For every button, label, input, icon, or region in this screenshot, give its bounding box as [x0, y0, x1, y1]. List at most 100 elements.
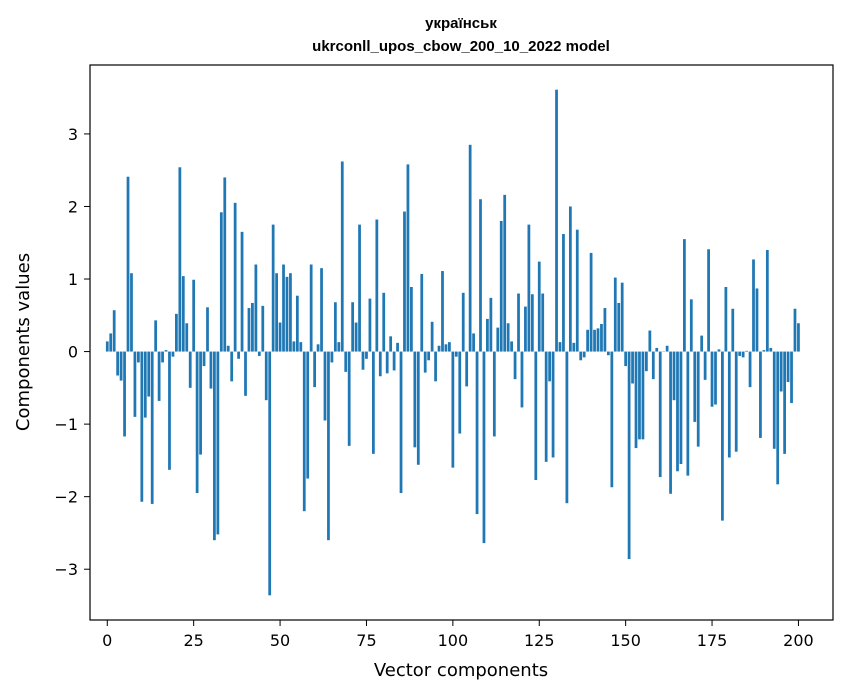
bar-166 — [679, 351, 683, 465]
bar-184 — [741, 351, 745, 358]
bar-199 — [793, 308, 797, 352]
bar-43 — [254, 264, 258, 352]
bar-135 — [572, 342, 576, 352]
bar-31 — [213, 351, 216, 541]
x-tick-label-125: 125 — [524, 631, 555, 650]
bar-62 — [320, 268, 323, 352]
bar-143 — [600, 324, 603, 352]
bar-137 — [579, 351, 583, 361]
bar-170 — [693, 351, 697, 422]
bar-94 — [430, 321, 434, 352]
bar-116 — [506, 323, 510, 352]
bar-4 — [119, 351, 123, 381]
bar-158 — [651, 351, 655, 380]
bar-2 — [112, 310, 116, 352]
y-tick-label--3: −3 — [54, 560, 78, 579]
bar-84 — [396, 342, 399, 352]
bar-131 — [558, 342, 562, 352]
y-tick-label-3: 3 — [68, 125, 78, 144]
bar-5 — [123, 351, 126, 437]
bar-61 — [316, 344, 320, 352]
x-axis-label: Vector components — [374, 660, 548, 681]
bar-148 — [617, 302, 621, 352]
bar-134 — [568, 206, 572, 352]
bar-45 — [261, 305, 265, 352]
bar-163 — [669, 351, 672, 494]
bar-188 — [755, 288, 759, 352]
bar-197 — [786, 351, 790, 383]
bar-128 — [548, 351, 551, 382]
bar-78 — [375, 219, 379, 352]
bar-121 — [524, 306, 527, 352]
bar-124 — [534, 351, 538, 480]
bar-162 — [665, 345, 669, 352]
bar-6 — [126, 176, 130, 352]
bar-99 — [448, 342, 451, 352]
bar-18 — [168, 351, 171, 470]
bar-79 — [378, 351, 382, 377]
bar-86 — [403, 211, 406, 352]
bar-153 — [634, 351, 638, 449]
bar-1 — [109, 333, 113, 352]
bar-3 — [116, 351, 120, 376]
bar-111 — [489, 297, 493, 352]
bar-44 — [257, 351, 261, 356]
bar-200 — [797, 323, 800, 352]
bar-146 — [610, 351, 614, 488]
bar-123 — [530, 294, 534, 352]
bar-125 — [537, 261, 541, 352]
bar-21 — [178, 167, 182, 352]
bar-130 — [555, 89, 558, 352]
bar-177 — [717, 349, 721, 352]
bar-88 — [410, 287, 413, 352]
bar-190 — [762, 350, 766, 352]
bar-167 — [683, 239, 686, 352]
bar-139 — [586, 329, 590, 352]
bar-185 — [745, 350, 748, 352]
bar-36 — [230, 351, 234, 382]
y-tick-label--1: −1 — [54, 415, 78, 434]
chart-title-line1: українськ — [425, 15, 497, 32]
bar-106 — [472, 333, 475, 352]
x-tick-label-150: 150 — [610, 631, 641, 650]
bar-14 — [154, 320, 158, 352]
plot-frame — [89, 64, 834, 621]
x-tick-label-75: 75 — [356, 631, 376, 650]
bar-151 — [627, 351, 631, 560]
bar-168 — [686, 351, 690, 476]
bar-67 — [337, 342, 341, 352]
bar-37 — [233, 202, 237, 352]
bar-77 — [371, 351, 375, 454]
bar-173 — [703, 351, 707, 380]
bar-174 — [707, 249, 710, 352]
bar-12 — [147, 351, 151, 397]
bar-74 — [361, 351, 365, 370]
bar-102 — [458, 351, 462, 434]
bar-92 — [423, 351, 427, 373]
bar-96 — [437, 345, 441, 352]
bar-189 — [759, 351, 762, 438]
bar-191 — [765, 250, 769, 352]
bar-75 — [365, 351, 368, 359]
bar-65 — [330, 351, 334, 363]
bar-97 — [441, 271, 444, 352]
bar-149 — [620, 282, 624, 352]
bar-16 — [161, 351, 164, 363]
bar-20 — [175, 313, 178, 352]
chart-title-line2: ukrconll_upos_cbow_200_10_2022 model — [312, 38, 610, 55]
bar-144 — [603, 308, 607, 352]
bar-30 — [209, 351, 213, 389]
bar-145 — [606, 351, 610, 356]
bar-186 — [748, 351, 752, 388]
bar-122 — [527, 224, 531, 352]
bar-0 — [105, 341, 109, 352]
bar-29 — [206, 307, 209, 352]
x-tick-label-50: 50 — [270, 631, 290, 650]
bar-35 — [226, 345, 230, 352]
bar-52 — [285, 276, 289, 352]
bar-25 — [192, 279, 196, 352]
bar-51 — [282, 264, 285, 352]
bar-39 — [240, 231, 244, 352]
bar-112 — [492, 351, 496, 437]
